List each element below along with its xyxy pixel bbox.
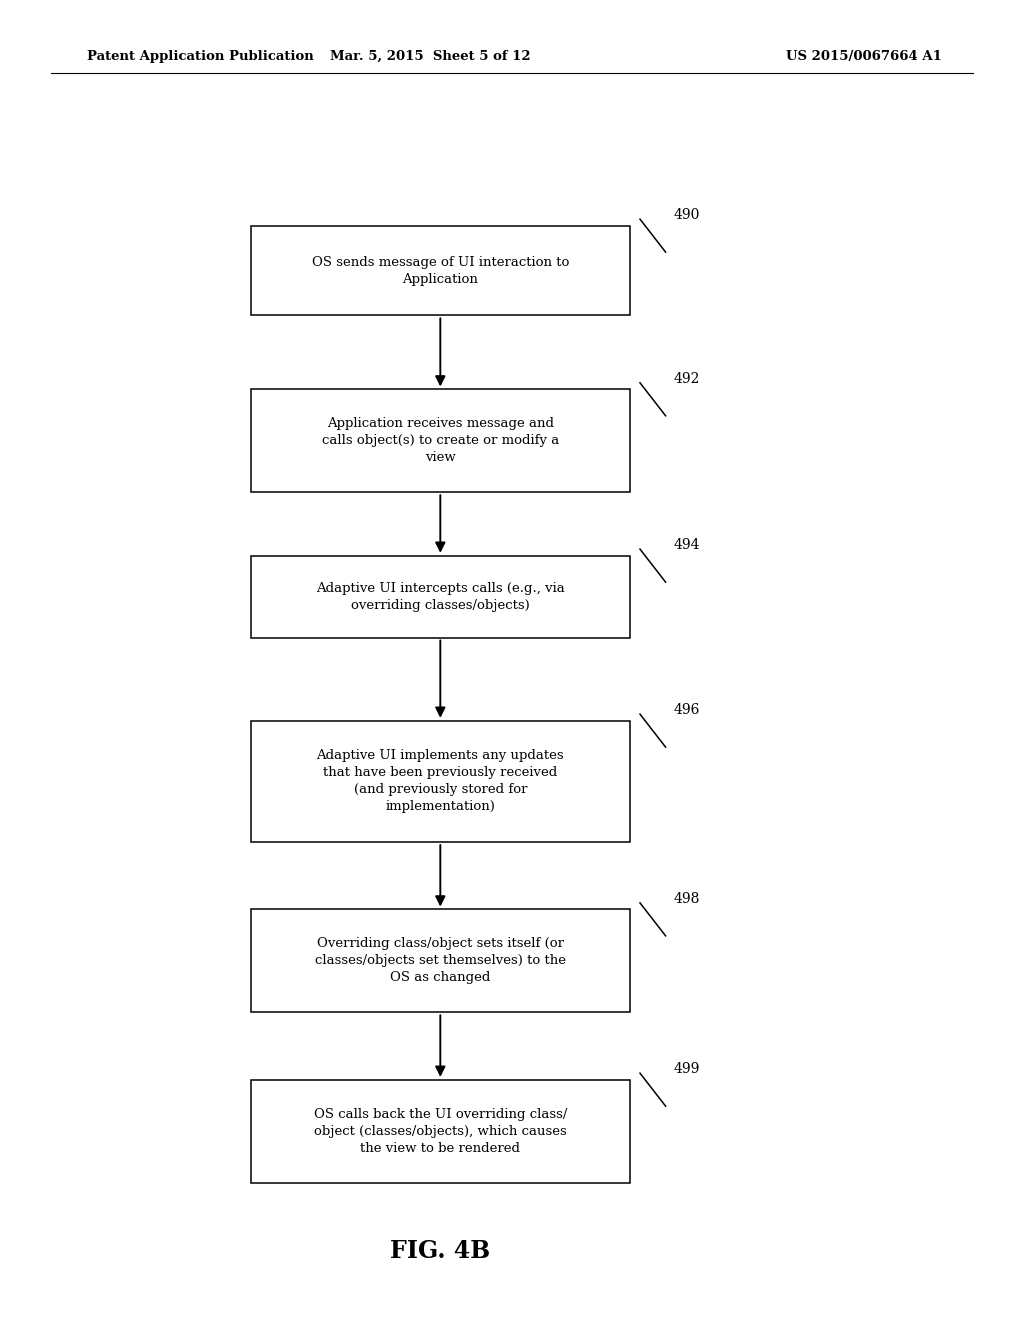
Text: Patent Application Publication: Patent Application Publication (87, 50, 313, 63)
Text: Overriding class/object sets itself (or
classes/objects set themselves) to the
O: Overriding class/object sets itself (or … (314, 937, 566, 985)
Text: Adaptive UI intercepts calls (e.g., via
overriding classes/objects): Adaptive UI intercepts calls (e.g., via … (316, 582, 564, 611)
Text: 496: 496 (674, 704, 700, 717)
Text: 492: 492 (674, 372, 700, 385)
Text: US 2015/0067664 A1: US 2015/0067664 A1 (786, 50, 942, 63)
Bar (251, 909, 630, 1012)
Text: 494: 494 (674, 539, 700, 552)
Text: FIG. 4B: FIG. 4B (390, 1239, 490, 1263)
Text: Adaptive UI implements any updates
that have been previously received
(and previ: Adaptive UI implements any updates that … (316, 750, 564, 813)
Text: 499: 499 (674, 1063, 700, 1076)
Text: OS sends message of UI interaction to
Application: OS sends message of UI interaction to Ap… (311, 256, 569, 285)
Bar (251, 389, 630, 492)
Bar (251, 1080, 630, 1183)
Text: 498: 498 (674, 892, 700, 906)
Bar (251, 721, 630, 842)
Text: Mar. 5, 2015  Sheet 5 of 12: Mar. 5, 2015 Sheet 5 of 12 (330, 50, 530, 63)
Text: 490: 490 (674, 209, 700, 222)
Bar (251, 226, 630, 315)
Text: OS calls back the UI overriding class/
object (classes/objects), which causes
th: OS calls back the UI overriding class/ o… (313, 1107, 567, 1155)
Bar (251, 556, 630, 638)
Text: Application receives message and
calls object(s) to create or modify a
view: Application receives message and calls o… (322, 417, 559, 465)
